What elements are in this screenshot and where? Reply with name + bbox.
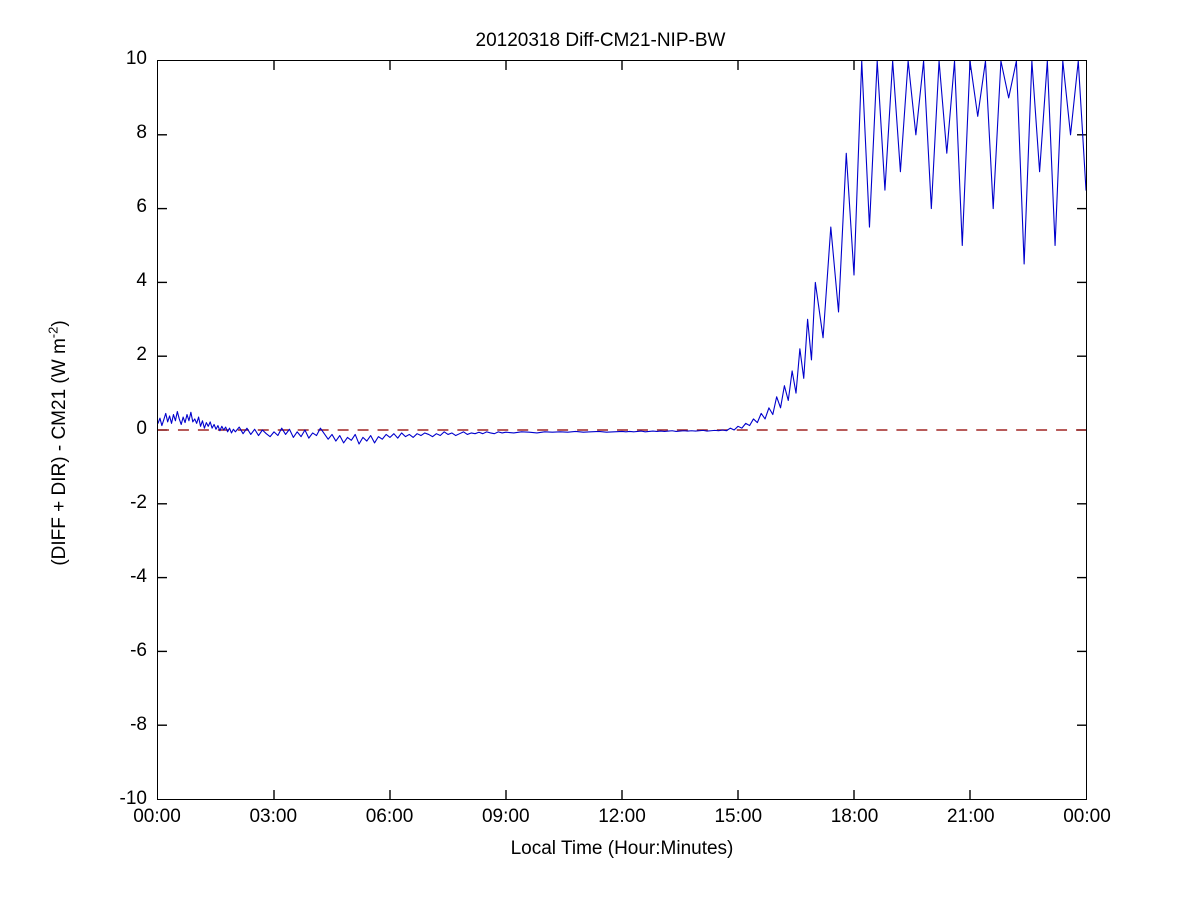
y-axis-label: (DIFF + DIR) - CM21 (W m-2)	[46, 320, 71, 566]
y-axis-tick-labels: 10 8 6 4 2 0 -2 -4 -6 -8 -10	[85, 48, 147, 809]
x-tick-label: 00:00	[133, 806, 181, 827]
y-tick-label: 6	[136, 196, 147, 217]
y-tick-label: -6	[130, 640, 147, 661]
y-tick-label: -4	[130, 566, 147, 587]
y-tick-label: 10	[125, 48, 147, 69]
y-tick-label: 2	[136, 344, 147, 365]
x-axis-tick-labels: 00:00 03:00 06:00 09:00 12:00 15:00 18:00 21:00…	[133, 806, 1111, 836]
x-axis-label: Local Time (Hour:Minutes)	[510, 838, 734, 859]
x-tick-label: 09:00	[481, 806, 530, 827]
x-tick-label: 03:00	[249, 806, 298, 827]
chart-title: 20120318 Diff-CM21-NIP-BW	[475, 30, 726, 51]
x-tick-label: 18:00	[830, 806, 879, 827]
x-tick-label: 15:00	[714, 806, 763, 827]
y-axis-label-wrap: (DIFF + DIR) - CM21 (W m-2)	[46, 73, 72, 813]
x-tick-label: 12:00	[598, 806, 646, 827]
y-axis-label-tail: )	[49, 320, 71, 327]
y-tick-label: 4	[136, 270, 147, 291]
y-axis-label-exponent: -2	[46, 326, 61, 339]
plot-svg	[158, 61, 1086, 799]
data-series-line	[158, 61, 1086, 445]
y-tick-label: -8	[130, 714, 147, 735]
y-tick-label: 0	[136, 418, 147, 439]
y-tick-label: -2	[130, 492, 147, 513]
x-tick-label: 06:00	[365, 806, 414, 827]
x-tick-label: 21:00	[946, 806, 995, 827]
tick-marks	[158, 61, 1086, 799]
y-axis-label-main: (DIFF + DIR) - CM21 (W m	[49, 338, 71, 566]
x-tick-label: 00:00	[1063, 806, 1111, 827]
y-tick-label: -10	[119, 788, 147, 809]
y-tick-label: 8	[136, 122, 147, 143]
plot-area	[157, 60, 1087, 800]
